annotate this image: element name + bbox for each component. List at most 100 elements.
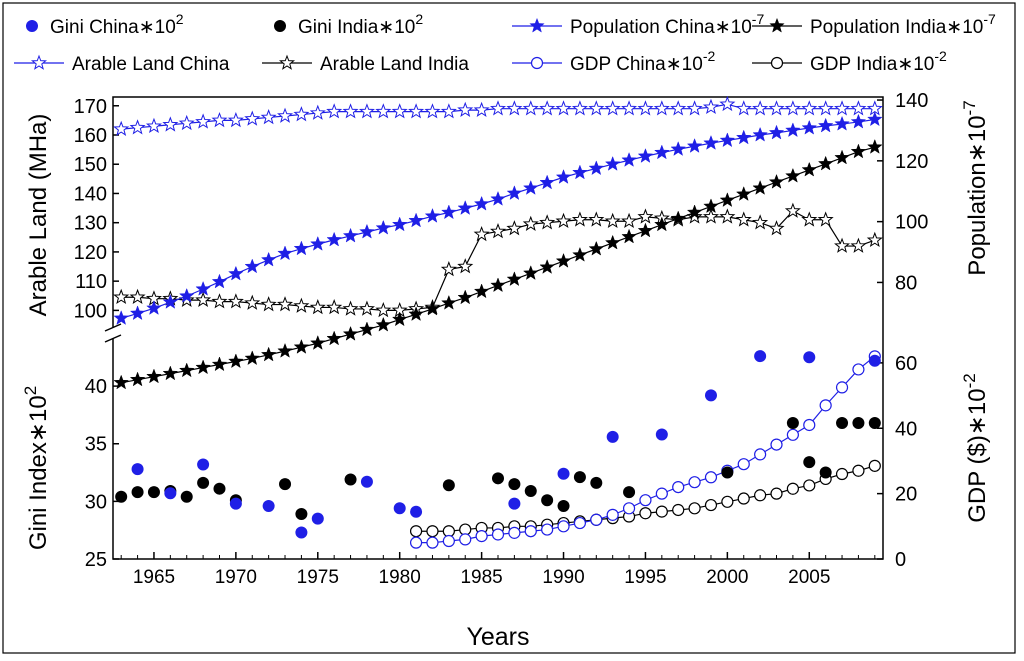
- bottom-left-tick-label: 40: [85, 376, 107, 398]
- data-point-land-china: [195, 113, 212, 129]
- data-point-land-india: [735, 211, 752, 227]
- data-point-gini-china: [410, 505, 423, 518]
- data-point-land-china: [686, 100, 703, 116]
- data-point-land-india: [195, 291, 212, 307]
- data-point-pop-india: [719, 192, 736, 208]
- data-point-gdp-india: [672, 503, 685, 517]
- legend-marker: [770, 56, 784, 70]
- legend-item-gini-china: Gini China∗102: [26, 11, 184, 38]
- data-point-pop-india: [539, 259, 555, 274]
- data-point-pop-china: [391, 216, 408, 232]
- data-point-land-china: [440, 103, 457, 119]
- data-point-land-china: [277, 107, 294, 123]
- data-point-land-india: [129, 288, 146, 305]
- data-point-pop-india: [457, 289, 474, 305]
- data-point-gdp-china: [835, 381, 849, 394]
- data-point-land-china: [801, 100, 818, 116]
- top-right-tick-label: 120: [895, 151, 928, 173]
- data-point-gini-china: [360, 475, 373, 488]
- legend-label: Arable Land China: [72, 54, 230, 75]
- bottom-right-axis-label: GDP ($)∗10-2: [960, 373, 991, 523]
- data-point-land-china: [670, 100, 687, 116]
- data-point-pop-india: [506, 271, 523, 287]
- legend: Gini China∗102 Gini India∗102 Population C…: [14, 11, 996, 75]
- data-point-pop-china: [604, 155, 621, 171]
- top-right-tick-label: 140: [895, 90, 928, 112]
- legend-label: Gini China∗102: [50, 11, 184, 38]
- data-point-pop-china: [293, 240, 310, 256]
- data-point-pop-india: [326, 330, 342, 346]
- legend-item-land-china: Arable Land China: [14, 54, 230, 75]
- data-point-pop-china: [178, 287, 195, 303]
- data-point-pop-china: [572, 164, 588, 180]
- data-point-land-china: [424, 103, 441, 119]
- data-point-gdp-china: [409, 536, 423, 549]
- data-point-land-china: [244, 110, 261, 126]
- data-point-pop-india: [424, 300, 441, 316]
- data-point-land-india: [555, 212, 572, 229]
- data-point-pop-india: [801, 161, 818, 177]
- data-point-land-india: [850, 237, 867, 253]
- data-point-land-china: [162, 116, 179, 132]
- data-point-gini-china: [295, 526, 308, 539]
- data-point-land-india: [801, 211, 818, 227]
- data-point-pop-china: [457, 200, 474, 215]
- data-point-gini-india: [197, 476, 210, 489]
- data-point-gdp-china: [573, 516, 587, 530]
- data-point-land-china: [522, 100, 539, 116]
- data-point-land-china: [489, 100, 507, 116]
- legend-label: Population China∗10-7: [570, 11, 764, 38]
- data-point-gdp-india: [704, 498, 718, 512]
- data-point-land-china: [178, 114, 195, 131]
- data-point-gdp-china: [475, 530, 488, 543]
- data-point-pop-china: [113, 310, 129, 325]
- data-point-pop-india: [113, 374, 129, 390]
- series-pop-india: [113, 138, 883, 390]
- legend-label: GDP China∗10-2: [570, 48, 715, 75]
- data-point-pop-india: [293, 338, 310, 354]
- data-point-land-china: [375, 103, 392, 119]
- data-point-land-india: [768, 220, 785, 236]
- axes: 1965 1970 1975 1980 1985 1990 1995 2000 2005 100 1…: [74, 90, 929, 588]
- data-point-gdp-china: [704, 471, 718, 484]
- data-point-pop-china: [260, 251, 277, 267]
- data-point-pop-india: [146, 368, 162, 384]
- data-point-pop-india: [522, 265, 539, 280]
- data-point-pop-china: [850, 113, 867, 129]
- data-point-pop-india: [260, 346, 277, 362]
- data-point-gdp-china: [426, 536, 439, 549]
- data-point-pop-india: [244, 350, 261, 366]
- data-point-gini-china: [197, 458, 210, 471]
- top-left-tick-label: 110: [75, 271, 107, 293]
- data-point-gdp-china: [852, 363, 865, 376]
- data-point-land-india: [571, 211, 588, 227]
- data-point-pop-india: [867, 138, 883, 154]
- data-point-gdp-india: [852, 464, 865, 477]
- data-point-pop-india: [129, 371, 146, 387]
- data-point-land-india: [440, 261, 457, 277]
- data-point-pop-china: [408, 212, 424, 228]
- data-point-land-india: [522, 215, 539, 231]
- data-point-pop-india: [375, 316, 392, 332]
- legend-item-pop-india: Population India∗10-7: [752, 11, 996, 38]
- data-point-pop-china: [654, 144, 670, 160]
- data-point-pop-india: [195, 359, 211, 375]
- top-left-tick-label: 150: [74, 154, 107, 176]
- data-point-pop-china: [686, 138, 703, 153]
- data-point-pop-india: [735, 186, 752, 201]
- legend-label: Arable Land India: [320, 54, 469, 75]
- data-point-pop-china: [244, 258, 261, 274]
- data-point-pop-china: [473, 195, 490, 211]
- data-point-pop-india: [408, 306, 424, 322]
- x-tick-label: 2005: [788, 567, 830, 588]
- data-point-pop-india: [850, 143, 867, 159]
- data-point-gdp-china: [491, 528, 505, 541]
- data-point-gdp-india: [835, 467, 849, 481]
- marks: [113, 95, 883, 549]
- data-point-gdp-china: [508, 526, 521, 539]
- data-point-gdp-china: [770, 438, 783, 451]
- legend-marker: [529, 17, 545, 33]
- data-point-pop-india: [817, 155, 834, 171]
- data-point-land-china: [539, 100, 556, 116]
- data-point-pop-china: [555, 169, 572, 184]
